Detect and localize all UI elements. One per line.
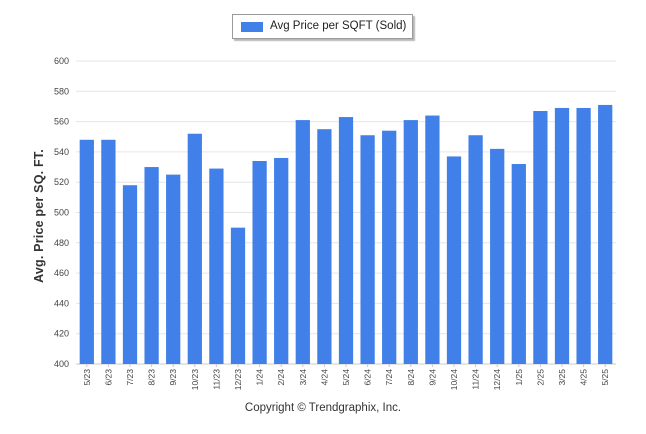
x-tick-label: 11/23: [211, 369, 221, 390]
bar: [144, 167, 159, 364]
bar: [598, 104, 613, 364]
x-tick-label: 2/25: [535, 369, 545, 386]
x-tick-label: 4/24: [319, 369, 329, 386]
bar: [338, 117, 354, 365]
bar: [317, 129, 332, 364]
bar: [274, 157, 289, 364]
bar: [554, 107, 570, 364]
bar: [576, 107, 591, 364]
y-tick-label: 400: [54, 359, 69, 369]
bar: [252, 160, 267, 364]
legend-label: Avg Price per SQFT (Sold): [270, 20, 407, 32]
x-tick-label: 8/23: [147, 369, 157, 386]
bar: [403, 120, 418, 365]
x-tick-label: 6/23: [103, 369, 113, 386]
x-tick-label: 6/24: [363, 369, 373, 386]
x-tick-label: 5/25: [600, 369, 610, 386]
legend-swatch: [241, 22, 263, 32]
x-tick-label: 8/24: [406, 369, 416, 386]
y-tick-label: 540: [54, 147, 69, 157]
x-tick-label: 12/23: [233, 369, 243, 391]
legend: Avg Price per SQFT (Sold): [232, 14, 413, 39]
x-tick-label: 2/24: [276, 369, 286, 386]
x-tick-label: 4/25: [579, 369, 589, 386]
x-tick-label: 10/23: [190, 369, 200, 391]
bar: [382, 130, 397, 364]
bar: [230, 227, 246, 364]
bar: [187, 133, 202, 364]
y-tick-label: 500: [54, 208, 69, 218]
bar: [533, 110, 548, 365]
bar: [490, 148, 505, 364]
bar: [511, 164, 526, 364]
x-tick-label: 5/23: [82, 369, 92, 386]
x-tick-label: 9/24: [427, 369, 437, 386]
bar: [166, 174, 181, 364]
x-tick-label: 5/24: [341, 369, 351, 386]
x-tick-label: 10/24: [449, 369, 459, 391]
x-tick-label: 12/24: [492, 369, 502, 391]
bar: [101, 139, 116, 364]
bar: [122, 185, 138, 364]
y-tick-label: 600: [54, 56, 69, 66]
bar: [468, 135, 483, 364]
x-tick-label: 1/25: [514, 369, 524, 386]
bar: [446, 156, 462, 364]
bar: [209, 168, 224, 364]
y-tick-label: 480: [54, 238, 69, 248]
copyright-text: Copyright © Trendgraphix, Inc.: [244, 402, 402, 414]
y-tick-label: 560: [54, 117, 69, 127]
x-tick-label: 1/24: [255, 369, 265, 386]
y-axis-label: Avg. Price per SQ. FT.: [32, 149, 46, 283]
y-tick-label: 460: [54, 268, 69, 278]
y-tick-label: 440: [54, 298, 69, 308]
x-tick-label: 7/24: [384, 369, 394, 386]
y-tick-label: 580: [54, 86, 69, 96]
bar: [79, 139, 94, 364]
x-tick-label: 7/23: [125, 369, 135, 386]
bar: [360, 135, 375, 364]
x-tick-label: 11/24: [471, 369, 481, 390]
y-tick-label: 520: [54, 177, 69, 187]
x-tick-label: 3/25: [557, 369, 567, 386]
y-tick-label: 420: [54, 329, 69, 339]
bar: [425, 115, 440, 364]
x-tick-label: 3/24: [298, 369, 308, 386]
x-tick-label: 9/23: [168, 369, 178, 386]
bar: [295, 120, 310, 365]
